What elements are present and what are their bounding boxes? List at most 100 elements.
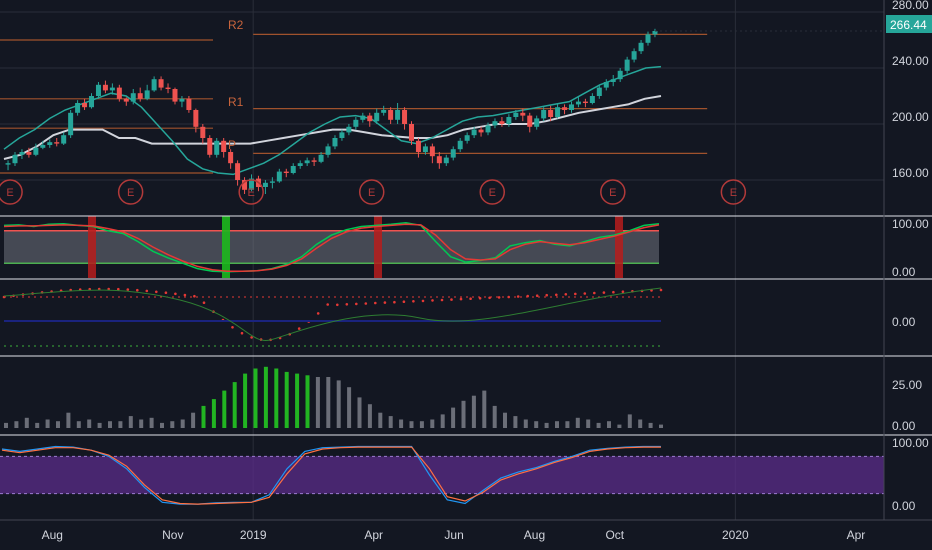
macd-tick-0: 0.00	[892, 315, 916, 329]
volume-bar	[222, 390, 227, 428]
candle-body	[492, 121, 498, 126]
volume-bar	[565, 421, 570, 428]
candle-body	[186, 98, 192, 110]
volume-bar	[232, 382, 237, 428]
volume-bar	[461, 400, 466, 428]
earnings-marker[interactable]: E	[0, 179, 23, 205]
time-label: Nov	[162, 528, 183, 542]
candle-body	[506, 117, 512, 124]
sar-dot	[155, 290, 158, 294]
volume-bar	[139, 419, 144, 428]
candle-body	[548, 110, 554, 117]
candle-body	[242, 180, 248, 190]
candle-body	[318, 154, 324, 162]
base-line	[3, 95, 662, 160]
sar-dot	[202, 301, 206, 305]
candle-body	[513, 112, 519, 117]
earnings-label: E	[489, 187, 496, 199]
sar-dot	[136, 288, 139, 292]
earnings-label: E	[6, 187, 13, 199]
volume-bar	[97, 422, 102, 428]
pane-separators[interactable]	[0, 215, 932, 436]
candle-body	[214, 140, 220, 155]
sar-dot	[231, 326, 234, 329]
volume-bar	[596, 422, 601, 428]
earnings-marker[interactable]: E	[358, 179, 385, 205]
sar-dot	[345, 303, 349, 306]
time-label: Aug	[524, 528, 545, 542]
candle-body	[207, 138, 213, 155]
candle-body	[283, 171, 289, 173]
candle-body	[346, 126, 352, 133]
candle-body	[95, 84, 101, 96]
sar-dot	[593, 291, 596, 295]
sar-dot	[478, 297, 482, 300]
time-axis[interactable]: Aug Nov 2019 Apr Jun Aug Oct 2020 Apr	[42, 528, 866, 542]
volume-bar	[409, 421, 414, 428]
candle-body	[520, 112, 526, 116]
candle-body	[450, 149, 456, 158]
volume-bar	[513, 416, 518, 428]
candle-body	[562, 107, 568, 110]
earnings-marker[interactable]: E	[720, 179, 747, 205]
candle-body	[40, 145, 46, 148]
candle-body	[5, 163, 11, 165]
candle-body	[151, 79, 157, 91]
volume-bar	[440, 414, 445, 428]
earnings-marker[interactable]: E	[117, 179, 144, 205]
volume-bar	[357, 397, 362, 428]
earnings-marker[interactable]: E	[479, 179, 506, 205]
candle-body	[555, 107, 561, 117]
candle-body	[568, 104, 574, 110]
price-tick-280: 280.00	[892, 0, 929, 12]
stoch-d-line	[3, 223, 660, 273]
volume-bar	[336, 380, 341, 428]
price-tick-200: 200.00	[892, 110, 929, 124]
candle-body	[228, 152, 234, 164]
candle-body	[82, 103, 88, 108]
sar-dot	[564, 293, 568, 296]
pivot-label-p: P	[228, 138, 236, 152]
volume-bar	[367, 404, 372, 428]
candle-body	[631, 51, 637, 60]
candle-body	[457, 140, 463, 150]
candle-body	[249, 178, 255, 190]
sar-dot	[316, 312, 320, 315]
earnings-label: E	[368, 187, 375, 199]
volume-bar	[211, 399, 216, 428]
earnings-label: E	[609, 187, 616, 199]
candle-body	[478, 129, 484, 133]
volume-tick-0: 0.00	[892, 419, 916, 433]
volume-bar	[35, 422, 40, 428]
candle-body	[262, 182, 268, 187]
candle-body	[429, 146, 435, 157]
earnings-marker[interactable]: E	[600, 179, 626, 205]
volume-bar	[419, 421, 424, 428]
volume-bar	[295, 373, 300, 428]
candle-body	[235, 163, 241, 180]
candle-body	[269, 181, 275, 183]
earnings-marker[interactable]: E	[238, 179, 264, 205]
sar-dot	[535, 294, 539, 298]
volume-bar	[399, 419, 404, 428]
candle-body	[582, 101, 588, 103]
sar-dot	[583, 292, 587, 295]
candle-body	[137, 93, 143, 99]
volume-bar	[586, 419, 591, 428]
volume-bar	[315, 377, 320, 428]
rsi-line-blue	[1, 445, 661, 505]
earnings-label: E	[248, 187, 255, 199]
candle-body	[123, 98, 129, 102]
candle-body	[165, 87, 171, 89]
volume-bar	[45, 419, 50, 428]
volume-bar	[170, 421, 175, 428]
volume-pane	[4, 366, 663, 428]
earnings-label: E	[730, 187, 737, 199]
candle-body	[624, 59, 630, 71]
candle-body	[193, 110, 199, 127]
sar-dot	[621, 290, 625, 294]
candle-body	[26, 152, 32, 155]
sar-dot	[174, 292, 177, 296]
